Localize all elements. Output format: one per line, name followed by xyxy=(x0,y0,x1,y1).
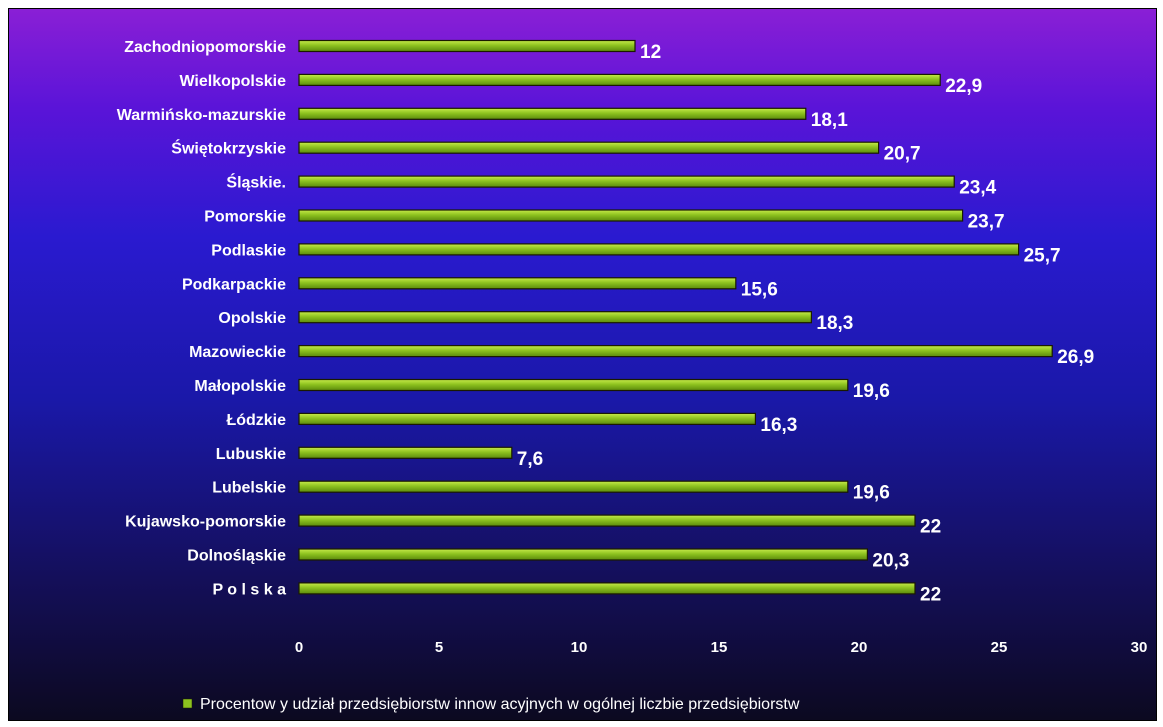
data-label: 23,4 xyxy=(959,178,996,199)
bar xyxy=(298,582,916,595)
data-label: 22,9 xyxy=(945,76,982,97)
category-label: Kujawsko-pomorskie xyxy=(125,514,286,531)
category-label: Warmińsko-mazurskie xyxy=(117,107,286,124)
data-label: 22 xyxy=(920,517,941,538)
data-label: 22 xyxy=(920,584,941,605)
x-tick-label: 5 xyxy=(435,639,443,656)
category-label: Świętokrzyskie xyxy=(171,139,286,158)
category-label: Wielkopolskie xyxy=(179,73,286,90)
bar xyxy=(298,514,916,527)
x-tick-label: 0 xyxy=(295,639,303,656)
category-label: Podkarpackie xyxy=(182,276,286,293)
chart-frame: Zachodniopomorskie 12 Wielkopolskie 22,9 War… xyxy=(8,8,1157,721)
category-label: Zachodniopomorskie xyxy=(124,39,286,56)
bar xyxy=(298,39,636,53)
category-label: Lubelskie xyxy=(212,480,286,497)
category-label: Łódzkie xyxy=(226,412,286,429)
data-label: 19,6 xyxy=(853,381,890,402)
data-label: 18,3 xyxy=(816,313,853,334)
bar xyxy=(298,209,964,222)
bar xyxy=(298,243,1020,256)
category-label: Opolskie xyxy=(218,310,286,327)
data-label: 20,3 xyxy=(872,551,909,572)
category-label: Mazowieckie xyxy=(189,344,286,361)
data-label: 16,3 xyxy=(760,415,797,436)
category-label: Śląskie. xyxy=(226,173,286,192)
category-label: P o l s k a xyxy=(212,581,286,598)
data-label: 19,6 xyxy=(853,483,890,504)
data-label: 23,7 xyxy=(968,212,1005,233)
x-tick-label: 30 xyxy=(1131,639,1148,656)
bar xyxy=(298,277,737,290)
data-label: 18,1 xyxy=(811,110,848,131)
bar xyxy=(298,73,941,87)
legend: Procentow y udział przedsiębiorstw innow… xyxy=(182,696,800,713)
category-label: Pomorskie xyxy=(204,209,286,226)
data-label: 26,9 xyxy=(1057,347,1094,368)
category-label: Podlaskie xyxy=(211,242,286,259)
bar xyxy=(298,141,880,154)
category-label: Małopolskie xyxy=(194,378,286,395)
category-label: Lubuskie xyxy=(216,446,286,463)
bar xyxy=(298,412,756,425)
legend-entry: Procentow y udział przedsiębiorstw innow… xyxy=(200,696,800,713)
bar xyxy=(298,446,513,459)
bar xyxy=(298,480,849,493)
data-label: 25,7 xyxy=(1024,245,1061,266)
x-tick-label: 15 xyxy=(711,639,728,656)
x-tick-label: 25 xyxy=(991,639,1008,656)
x-tick-label: 20 xyxy=(851,639,868,656)
data-label: 20,7 xyxy=(884,144,921,165)
data-label: 7,6 xyxy=(517,449,543,470)
data-label: 15,6 xyxy=(741,279,778,300)
bar xyxy=(298,548,869,561)
bar xyxy=(298,107,807,120)
x-tick-label: 10 xyxy=(571,639,588,656)
bar xyxy=(298,175,955,188)
data-label: 12 xyxy=(640,42,661,63)
bar xyxy=(298,345,1053,358)
bar-chart: Zachodniopomorskie 12 Wielkopolskie 22,9 War… xyxy=(117,39,1148,713)
bar xyxy=(298,378,849,392)
legend-swatch xyxy=(182,698,193,709)
bar xyxy=(298,311,813,324)
category-label: Dolnośląskie xyxy=(187,548,286,565)
